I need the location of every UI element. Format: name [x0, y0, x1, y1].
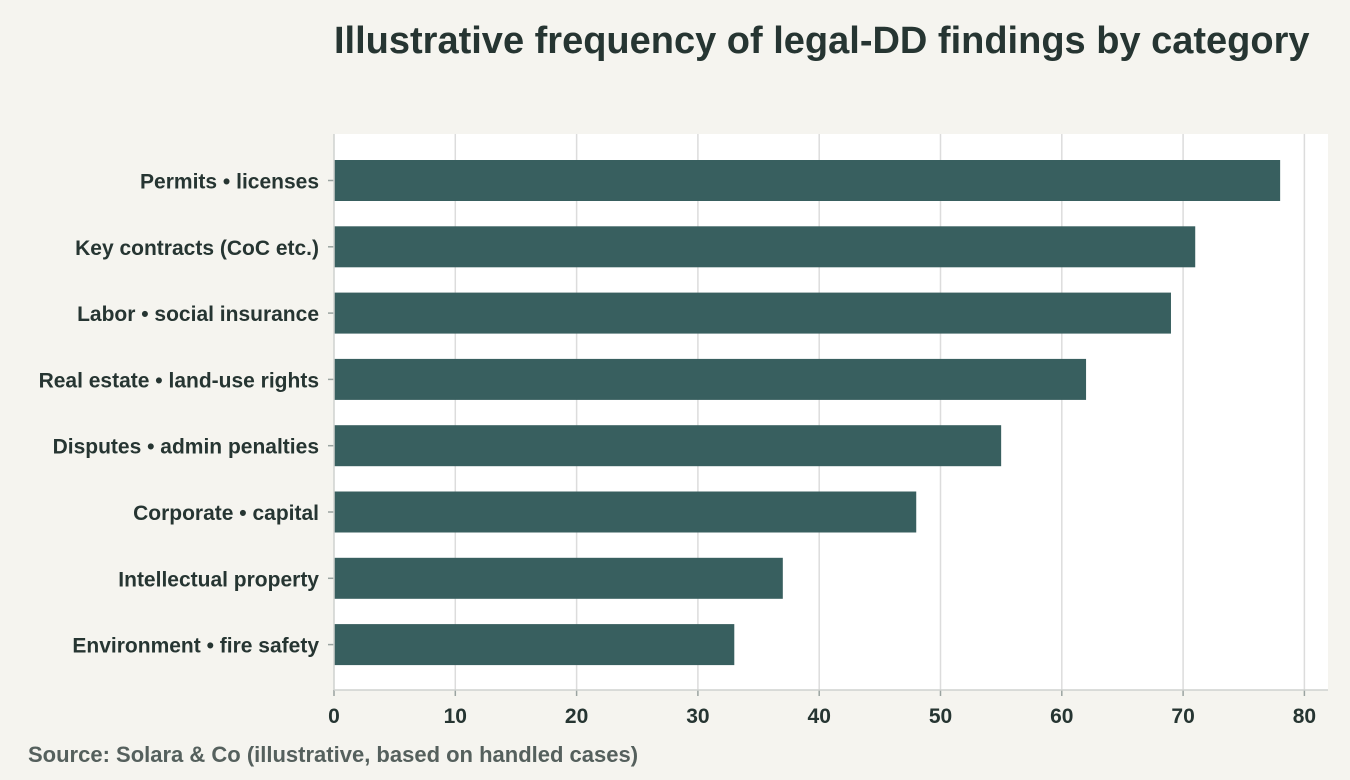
- x-tick-label: 0: [328, 705, 340, 728]
- category-label: Corporate • capital: [133, 502, 319, 525]
- x-tick-label: 80: [1293, 705, 1316, 728]
- category-label: Labor • social insurance: [77, 303, 319, 326]
- x-tick-label: 50: [929, 705, 952, 728]
- category-label: Permits • licenses: [140, 171, 319, 194]
- category-label: Intellectual property: [118, 568, 319, 591]
- x-tick-label: 40: [808, 705, 831, 728]
- bar: [334, 358, 1087, 400]
- category-label: Key contracts (CoC etc.): [75, 237, 319, 260]
- source-note: Source: Solara & Co (illustrative, based…: [28, 742, 639, 767]
- category-label: Environment • fire safety: [72, 635, 319, 658]
- x-tick-label: 10: [444, 705, 467, 728]
- x-tick-label: 70: [1171, 705, 1194, 728]
- bar: [334, 160, 1281, 201]
- bar: [334, 292, 1171, 334]
- chart-title: Illustrative frequency of legal-DD findi…: [334, 20, 1310, 62]
- bar: [334, 226, 1196, 268]
- category-label: Real estate • land-use rights: [39, 369, 319, 392]
- x-tick-label: 20: [565, 705, 588, 728]
- category-label: Disputes • admin penalties: [53, 436, 319, 459]
- bar: [334, 624, 735, 666]
- bar: [334, 491, 917, 533]
- plot-area: [334, 134, 1328, 690]
- bar: [334, 425, 1002, 467]
- x-tick-label: 30: [686, 705, 709, 728]
- x-tick-label: 60: [1050, 705, 1073, 728]
- bar: [334, 557, 783, 599]
